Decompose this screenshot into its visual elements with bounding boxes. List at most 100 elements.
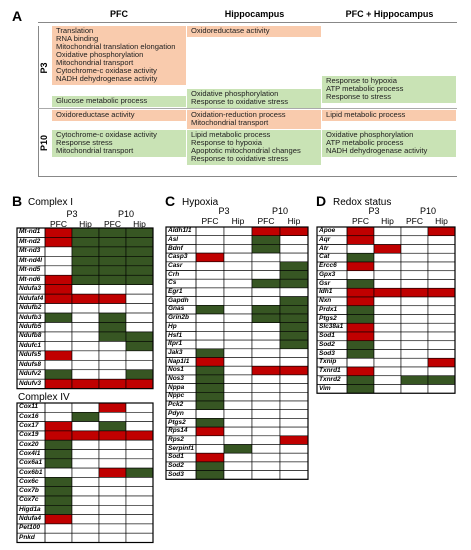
heatmap-cell [195, 365, 225, 376]
heatmap-cell [71, 532, 100, 543]
heatmap-cell [223, 304, 253, 315]
gene-label: Aldh1l1 [168, 227, 192, 235]
heatmap-cell [427, 340, 456, 350]
gene-label: Cox11 [19, 403, 39, 411]
gene-label: Ndufv3 [19, 379, 42, 387]
heatmap-cell [71, 312, 100, 323]
heatmap-cell [98, 312, 127, 323]
gene-label: Ndufa4 [19, 515, 42, 522]
heatmap-cell [279, 296, 309, 306]
heatmap-cell [427, 314, 456, 324]
gene-label: Nos3 [168, 375, 184, 382]
heatmap-cell [279, 244, 309, 254]
go-term: Mitochondrial transport [56, 146, 134, 155]
gene-label: Casp3 [168, 253, 188, 261]
gene-label: Ptgs2 [319, 314, 337, 322]
heatmap-cell [71, 256, 100, 267]
bottom-rule [38, 176, 457, 177]
heatmap-cell [44, 227, 73, 238]
gene-label: Itpr1 [168, 340, 183, 348]
heatmap-cell [125, 504, 154, 515]
gene-label: Cat [319, 253, 330, 261]
heatmap-cell [125, 523, 154, 534]
heatmap-cell [223, 331, 253, 341]
heatmap-cell [71, 458, 100, 469]
gene-label: Txnrd2 [319, 375, 341, 383]
heatmap-cell [98, 284, 127, 295]
heatmap-cell [195, 409, 225, 419]
heatmap-cell [195, 391, 225, 402]
gene-label: Hp [168, 322, 177, 330]
heatmap-cell [346, 261, 375, 272]
go-term: Cytochrome-c oxidase activity [56, 66, 157, 75]
age-strip [38, 110, 53, 176]
heatmap-cell [71, 486, 100, 497]
heatmap-cell [71, 303, 100, 314]
redox-col-2: PFC [406, 216, 423, 226]
go-term: RNA binding [56, 34, 99, 43]
heatmap-cell [279, 261, 309, 271]
heatmap-cell [71, 439, 100, 450]
heatmap-cell [98, 237, 127, 248]
heatmap-cell [71, 430, 100, 441]
heatmap-cell [125, 495, 154, 506]
heatmap-cell [125, 458, 154, 469]
heatmap-cell [373, 226, 402, 237]
heatmap-cell [279, 339, 309, 350]
heatmap-cell [223, 339, 253, 350]
go-green-box [52, 130, 186, 157]
heatmap-cell [346, 226, 375, 237]
heatmap-cell [223, 444, 253, 454]
gene-label: Pnkd [19, 533, 35, 541]
heatmap-cell [98, 331, 127, 342]
heatmap-cell [279, 252, 309, 263]
heatmap-cell [71, 402, 100, 413]
gene-label: Ercc6 [319, 262, 337, 270]
heatmap-cell [71, 237, 100, 248]
gene-label: Pck2 [168, 401, 184, 409]
gene-label: Txnrd1 [319, 367, 341, 375]
redox-title: Redox status [333, 197, 392, 208]
heatmap-cell [427, 375, 456, 385]
gene-label: Bdnf [168, 244, 183, 252]
redox-col-1: Hip [381, 216, 394, 226]
heatmap-cell [373, 314, 402, 324]
heatmap-cell [400, 375, 429, 385]
heatmap-cell [279, 400, 309, 410]
heatmap-cell [346, 252, 375, 263]
heatmap-cell [125, 303, 154, 314]
heatmap-cell [427, 287, 456, 298]
heatmap-cell [251, 461, 281, 471]
heatmap-cell [346, 366, 375, 377]
heatmap-cell [44, 369, 73, 380]
heatmap-cell [195, 374, 225, 384]
hypoxia-group-p3: P3 [218, 206, 230, 216]
go-term: Mitochondrial transport [191, 118, 269, 127]
gene-label: Cox6a1 [19, 459, 43, 467]
gene-label: Ndufs5 [19, 351, 42, 359]
gene-label: Asl [168, 235, 179, 243]
heatmap-cell [223, 287, 253, 297]
heatmap-cell [125, 421, 154, 432]
go-term: Response to oxidative stress [191, 154, 289, 163]
heatmap-cell [98, 378, 127, 389]
go-term: NADH dehydrogenase activity [56, 74, 158, 83]
gene-label: Cs [168, 279, 177, 287]
heatmap-cell [400, 305, 429, 315]
heatmap-cell [223, 270, 253, 280]
heatmap-cell [98, 532, 127, 543]
heatmap-cell [223, 374, 253, 384]
go-term: ATP metabolic process [326, 84, 404, 93]
complex-i-col-3: Hip [133, 219, 146, 229]
heatmap-cell [251, 357, 281, 367]
heatmap-cell [44, 303, 73, 314]
heatmap-cell [427, 226, 456, 237]
heatmap-cell [346, 340, 375, 350]
heatmap-cell [251, 383, 281, 393]
heatmap-cell [44, 331, 73, 342]
heatmap-cell [125, 246, 154, 257]
heatmap-cell [44, 514, 73, 525]
heatmap-cell [373, 244, 402, 254]
heatmap-cell [98, 449, 127, 460]
gene-label: Sod2 [168, 462, 184, 469]
